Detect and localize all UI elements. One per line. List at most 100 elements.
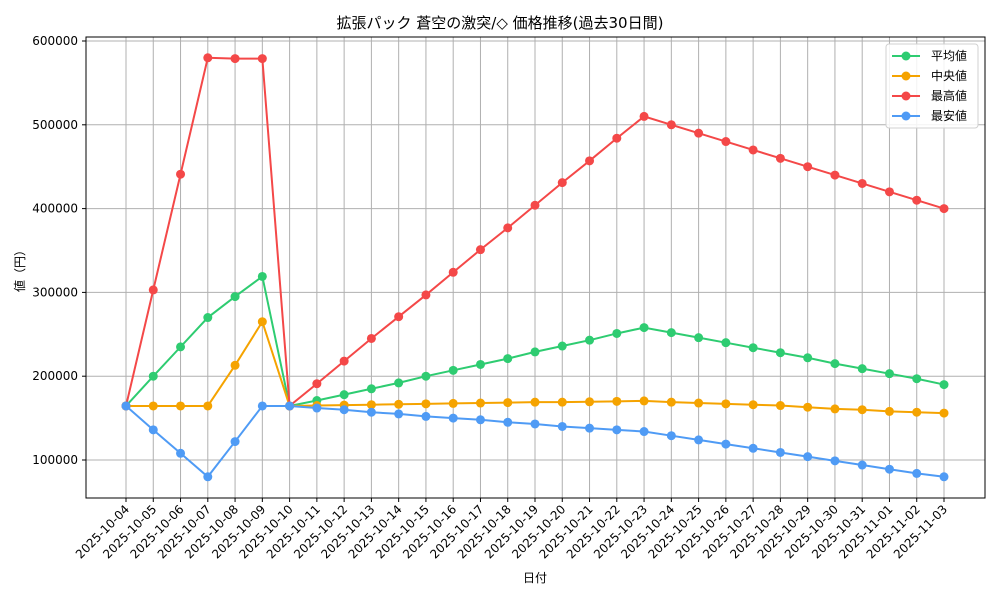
data-point	[530, 419, 540, 429]
data-point	[285, 401, 295, 411]
data-point	[857, 460, 867, 470]
data-point	[639, 323, 649, 333]
data-point	[803, 353, 813, 363]
data-point	[939, 472, 949, 482]
data-point	[748, 145, 758, 155]
data-point	[394, 312, 404, 322]
data-point	[721, 399, 731, 409]
data-point	[748, 443, 758, 453]
data-point	[939, 204, 949, 214]
data-point	[257, 401, 267, 411]
data-point	[912, 468, 922, 478]
data-point	[475, 359, 485, 369]
data-point	[803, 402, 813, 412]
data-point	[203, 313, 213, 323]
data-point	[448, 267, 458, 277]
data-point	[530, 347, 540, 357]
legend-marker-icon	[901, 111, 911, 121]
data-point	[557, 421, 567, 431]
data-point	[830, 359, 840, 369]
data-point	[366, 400, 376, 410]
legend-item: 最安値	[892, 108, 967, 123]
data-point	[366, 407, 376, 417]
data-point	[585, 335, 595, 345]
series-最安値	[121, 401, 949, 482]
data-point	[585, 397, 595, 407]
y-tick-label: 500000	[32, 118, 78, 132]
data-point	[421, 399, 431, 409]
data-point	[366, 384, 376, 394]
data-point	[939, 380, 949, 390]
data-point	[176, 401, 186, 411]
data-point	[503, 223, 513, 233]
data-point	[394, 378, 404, 388]
data-point	[475, 245, 485, 255]
data-point	[748, 400, 758, 410]
data-point	[912, 407, 922, 417]
chart-title: 拡張パック 蒼空の激突/◇ 価格推移(過去30日間)	[337, 14, 664, 32]
data-point	[857, 178, 867, 188]
data-point	[503, 417, 513, 427]
data-point	[421, 290, 431, 300]
data-point	[694, 128, 704, 138]
data-point	[421, 371, 431, 381]
y-tick-label: 300000	[32, 285, 78, 299]
data-point	[230, 360, 240, 370]
data-point	[176, 342, 186, 352]
data-point	[721, 338, 731, 348]
data-point	[203, 401, 213, 411]
data-point	[366, 333, 376, 343]
data-point	[884, 187, 894, 197]
data-point	[803, 162, 813, 172]
data-point	[503, 398, 513, 408]
data-point	[666, 328, 676, 338]
legend-label: 平均値	[931, 48, 967, 63]
data-point	[557, 397, 567, 407]
data-point	[639, 396, 649, 406]
data-point	[148, 371, 158, 381]
data-point	[394, 399, 404, 409]
data-point	[230, 437, 240, 447]
legend-label: 最高値	[931, 88, 967, 103]
data-point	[530, 200, 540, 210]
data-point	[912, 195, 922, 205]
data-point	[448, 398, 458, 408]
data-point	[639, 427, 649, 437]
series-中央値	[121, 317, 949, 418]
data-point	[775, 401, 785, 411]
data-point	[530, 397, 540, 407]
data-point	[339, 356, 349, 366]
legend-label: 中央値	[931, 68, 967, 83]
y-tick-label: 100000	[32, 453, 78, 467]
legend-marker-icon	[901, 51, 911, 61]
data-point	[585, 423, 595, 433]
y-tick-label: 600000	[32, 34, 78, 48]
legend-item: 中央値	[892, 68, 967, 83]
data-point	[721, 439, 731, 449]
y-axis-ticks: 100000 200000 300000 400000 500000 600000	[32, 34, 86, 467]
y-tick-label: 400000	[32, 202, 78, 216]
data-point	[939, 408, 949, 418]
data-point	[775, 348, 785, 358]
data-point	[148, 285, 158, 295]
data-point	[666, 431, 676, 441]
data-point	[503, 354, 513, 364]
data-point	[694, 398, 704, 408]
legend-marker-icon	[901, 71, 911, 81]
data-point	[912, 374, 922, 384]
data-point	[694, 435, 704, 445]
data-point	[585, 156, 595, 166]
data-point	[557, 178, 567, 188]
data-point	[257, 317, 267, 327]
data-point	[884, 369, 894, 379]
data-point	[312, 403, 322, 413]
data-point	[803, 452, 813, 462]
data-point	[230, 54, 240, 64]
data-point	[612, 133, 622, 143]
data-point	[612, 396, 622, 406]
grid-lines	[86, 37, 985, 498]
data-point	[830, 456, 840, 466]
data-point	[857, 405, 867, 415]
data-point	[448, 413, 458, 423]
